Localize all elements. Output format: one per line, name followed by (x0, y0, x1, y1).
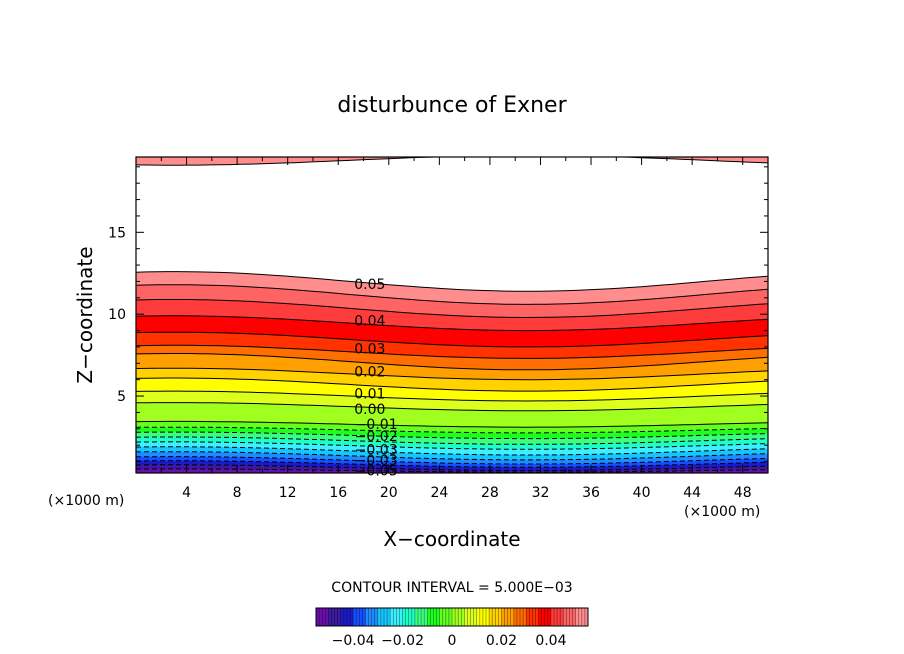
x-tick-label: 28 (481, 485, 499, 501)
colorbar: −0.04 −0.02 0 0.02 0.04 (315, 607, 589, 649)
x-tick-label: 8 (233, 485, 242, 501)
contour-line (136, 446, 768, 456)
contour-label: 0.00 (354, 402, 385, 418)
contour-band (136, 468, 768, 473)
contour-line (136, 157, 768, 166)
colorbar-frame (315, 607, 589, 627)
contour-line (136, 431, 768, 440)
x-tick-label: 12 (279, 485, 297, 501)
x-tick-label: 24 (430, 485, 448, 501)
contour-line (136, 367, 768, 381)
contour-line (136, 420, 768, 428)
contour-interval-text: CONTOUR INTERVAL = 5.000E−03 (331, 580, 572, 596)
x-axis-label: X−coordinate (383, 527, 520, 551)
x-tick-label: 32 (532, 485, 550, 501)
colorbar-tick-label: 0.04 (535, 633, 566, 649)
contour-label: −0.02 (355, 429, 398, 445)
contour-label: −0.03 (355, 453, 398, 469)
contour-label: −0.05 (355, 464, 398, 480)
contour-line (136, 441, 768, 450)
colorbar-tick-label: 0.02 (486, 633, 517, 649)
x-tick-label: 36 (582, 485, 600, 501)
colorbar-tick-label: −0.04 (332, 633, 375, 649)
contour-line (136, 299, 768, 319)
contour-line (136, 456, 768, 465)
x-tick-label: 48 (734, 485, 752, 501)
x-tick-label: 16 (329, 485, 347, 501)
x-tick-label: 4 (182, 485, 191, 501)
contour-line (136, 468, 768, 473)
contour-label: −0.01 (355, 417, 398, 433)
plot-frame (135, 156, 769, 474)
y-tick-label: 5 (117, 389, 126, 405)
top-band (136, 157, 768, 166)
contour-label: 0.03 (354, 342, 385, 358)
contour-line (136, 402, 768, 412)
y-axis-unit: (×1000 m) (48, 493, 124, 509)
contour-label: −0.03 (355, 442, 398, 458)
contour-label: 0.01 (354, 387, 385, 403)
contour-line (136, 315, 768, 332)
x-tick-label: 44 (683, 485, 701, 501)
contour-line (136, 460, 768, 468)
y-tick-label: 10 (108, 307, 126, 323)
contour-line (136, 331, 768, 348)
colorbar-tick-label: 0 (448, 633, 457, 649)
contour-line (136, 464, 768, 471)
chart-title: disturbunce of Exner (337, 93, 567, 118)
contour-line (136, 271, 768, 292)
contour-line (136, 344, 768, 359)
contour-line (136, 426, 768, 434)
colorbar-tick-label: −0.02 (381, 633, 424, 649)
contour-line (136, 284, 768, 305)
contour-line (136, 353, 768, 371)
contour-line (136, 377, 768, 392)
y-axis-label: Z−coordinate (73, 246, 97, 383)
x-tick-label: 40 (633, 485, 651, 501)
plot-area: 0.050.040.030.020.010.00−0.01−0.02−0.03−… (136, 157, 768, 480)
contour-line (136, 390, 768, 402)
contour-label: 0.04 (354, 314, 385, 330)
y-tick-label: 15 (108, 225, 126, 241)
x-axis-unit: (×1000 m) (684, 504, 760, 520)
contour-label: 0.02 (354, 364, 385, 380)
x-tick-label: 20 (380, 485, 398, 501)
contour-line (136, 451, 768, 461)
contour-label: 0.05 (354, 277, 385, 293)
contour-line (136, 436, 768, 445)
